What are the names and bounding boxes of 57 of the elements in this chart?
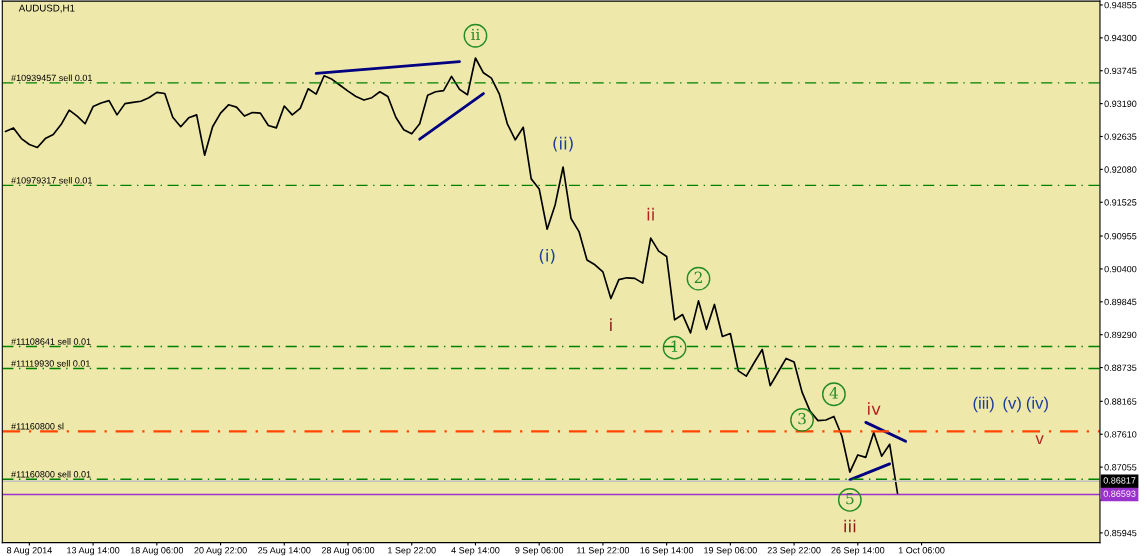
y-tick-label: 0.94300 — [1104, 34, 1137, 42]
ref-line-label: 0.86593 — [1103, 490, 1136, 497]
y-tick-label: 0.92080 — [1104, 166, 1137, 173]
annotation: ii — [647, 207, 654, 221]
y-tick-label: 0.93745 — [1104, 67, 1137, 75]
y-tick-label: 0.92635 — [1104, 133, 1137, 140]
annotation: (v) — [1003, 396, 1021, 413]
annotation: 4 — [829, 387, 839, 399]
x-tick-label: 16 Sep 14:00 — [640, 547, 694, 556]
y-tick-label: 0.88735 — [1104, 364, 1137, 371]
ref-line-label: #11119930 sell 0.01 — [11, 360, 90, 367]
x-tick-label: 19 Sep 06:00 — [704, 547, 757, 556]
annotation: 2 — [694, 271, 702, 283]
y-tick-label: 0.89290 — [1104, 331, 1137, 339]
y-tick-label: 0.94855 — [1104, 1, 1137, 9]
ref-line-label: #10939457 sell 0.01 — [11, 74, 92, 82]
annotation: (i) — [539, 248, 555, 264]
annotation: i — [610, 318, 612, 331]
x-tick-label: 1 Sep 22:00 — [388, 547, 436, 556]
x-tick-label: 26 Sep 14:00 — [831, 547, 885, 556]
x-tick-label: 28 Aug 06:00 — [321, 547, 375, 556]
ref-line-label: #11160800 sl — [11, 422, 64, 430]
annotation: (ii) — [553, 136, 573, 152]
x-tick-label: 18 Aug 06:00 — [130, 547, 184, 556]
x-tick-label: 23 Sep 22:00 — [767, 547, 821, 556]
ref-line-label: #10979317 sell 0.01 — [11, 176, 92, 184]
annotation: 5 — [846, 493, 854, 505]
x-tick-label: 20 Aug 22:00 — [194, 547, 247, 556]
y-tick-label: 0.90955 — [1104, 233, 1137, 240]
y-tick-label: 0.88165 — [1104, 398, 1137, 405]
x-tick-label: 9 Sep 06:00 — [515, 547, 564, 556]
x-tick-label: 4 Sep 14:00 — [451, 547, 500, 556]
y-tick-label: 0.87055 — [1104, 464, 1137, 471]
y-tick-label: 0.90400 — [1104, 265, 1137, 273]
line-series — [4, 57, 899, 495]
annotation: iv — [868, 402, 881, 415]
x-tick-label: 11 Sep 22:00 — [577, 547, 630, 556]
x-tick-label: 1 Oct 06:00 — [898, 547, 945, 554]
ref-line-label: #11108641 sell 0.01 — [11, 338, 91, 345]
annotation: (iii) — [973, 396, 994, 413]
y-tick-label: 0.85945 — [1104, 529, 1137, 537]
x-tick-label: 8 Aug 2014 — [6, 547, 52, 556]
y-tick-label: 0.91525 — [1104, 199, 1137, 206]
annotation: (iv) — [1026, 396, 1048, 413]
chart-title: AUDUSD,H1 — [18, 4, 75, 13]
x-tick-label: 13 Aug 14:00 — [67, 547, 120, 556]
ref-line-label: #11160800 sell 0.01 — [11, 470, 91, 478]
x-tick-label: 25 Aug 14:00 — [258, 547, 311, 556]
annotation: iii — [844, 519, 856, 533]
annotation: v — [1035, 435, 1044, 445]
annotation: 1 — [671, 340, 678, 352]
annotation: ii — [471, 28, 480, 40]
y-tick-label: 0.93190 — [1104, 100, 1137, 107]
ref-line-label: 0.86817 — [1103, 477, 1136, 484]
y-tick-label: 0.89845 — [1104, 298, 1137, 306]
annotation: 3 — [798, 412, 806, 425]
y-tick-label: 0.87610 — [1104, 431, 1137, 438]
